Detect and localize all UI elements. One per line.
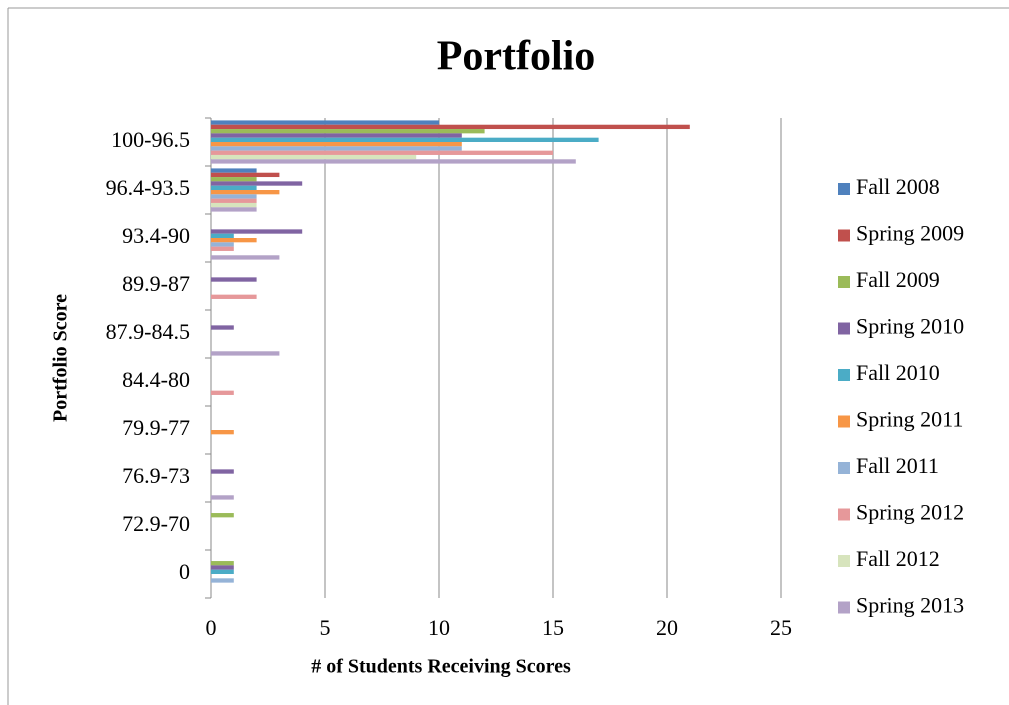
x-tick-label: 0: [206, 615, 217, 640]
bar: [211, 390, 234, 395]
bar: [211, 124, 690, 130]
y-axis-label: Portfolio Score: [50, 294, 72, 422]
bar: [211, 181, 303, 186]
x-tick-label: 10: [428, 615, 450, 640]
x-tick-label: 15: [542, 615, 564, 640]
y-tick-label: 72.9-70: [122, 511, 190, 536]
legend-label: Spring 2010: [856, 314, 964, 339]
bar: [211, 146, 462, 151]
bar: [211, 168, 257, 173]
bar: [211, 129, 485, 134]
legend-label: Fall 2011: [856, 453, 939, 478]
bar: [211, 569, 234, 574]
x-tick-label: 20: [656, 615, 678, 640]
bar: [211, 495, 234, 500]
bar: [211, 430, 234, 435]
legend-swatch: [838, 508, 850, 521]
y-tick-label: 93.4-90: [122, 223, 190, 248]
bar: [211, 202, 257, 208]
y-tick-label: 79.9-77: [122, 415, 190, 440]
bar: [211, 294, 257, 299]
legend-swatch: [838, 601, 850, 614]
bar: [211, 154, 417, 160]
bar: [211, 578, 234, 583]
bar: [211, 159, 576, 164]
bar: [211, 172, 280, 178]
x-axis-label: # of Students Receiving Scores: [311, 656, 571, 678]
legend-label: Fall 2012: [856, 546, 940, 571]
y-tick-label: 0: [179, 559, 190, 584]
bar: [211, 565, 234, 570]
bar: [211, 242, 234, 247]
bar: [211, 142, 462, 147]
y-tick-label: 96.4-93.5: [106, 175, 190, 200]
bar: [211, 325, 234, 330]
legend-label: Spring 2009: [856, 221, 964, 246]
bar: [211, 233, 234, 238]
y-tick-label: 87.9-84.5: [106, 319, 190, 344]
legend-swatch: [838, 229, 850, 242]
bar: [211, 513, 234, 518]
x-tick-label: 5: [320, 615, 331, 640]
bar: [211, 207, 257, 212]
legend-swatch: [838, 276, 850, 288]
bar: [211, 469, 234, 474]
y-tick-label: 76.9-73: [122, 463, 190, 488]
y-tick-label: 84.4-80: [122, 367, 190, 392]
bar: [211, 198, 257, 203]
legend-label: Spring 2013: [856, 593, 964, 618]
chart-title: Portfolio: [437, 34, 596, 80]
legend-label: Fall 2009: [856, 267, 940, 292]
bar: [211, 229, 303, 234]
bar: [211, 255, 280, 260]
bar: [211, 194, 257, 199]
legend-label: Spring 2011: [856, 407, 963, 432]
legend-swatch: [838, 555, 850, 567]
legend-swatch: [838, 183, 850, 195]
x-tick-label: 25: [770, 615, 792, 640]
legend-swatch: [838, 462, 850, 474]
bar: [211, 561, 234, 566]
bar: [211, 238, 257, 243]
y-tick-label: 89.9-87: [122, 271, 190, 296]
legend-swatch: [838, 369, 850, 381]
legend-label: Spring 2012: [856, 500, 964, 525]
y-tick-label: 100-96.5: [111, 127, 190, 152]
bar: [211, 246, 234, 251]
legend-swatch: [838, 415, 850, 428]
bar: [211, 185, 257, 190]
bar: [211, 351, 280, 356]
bar: [211, 150, 553, 155]
legend-swatch: [838, 322, 850, 335]
legend-label: Fall 2008: [856, 174, 940, 199]
bar: [211, 177, 257, 182]
legend-label: Fall 2010: [856, 360, 940, 385]
bar: [211, 133, 462, 138]
bar: [211, 120, 439, 125]
bar: [211, 137, 599, 142]
bar: [211, 190, 280, 195]
bar: [211, 277, 257, 282]
